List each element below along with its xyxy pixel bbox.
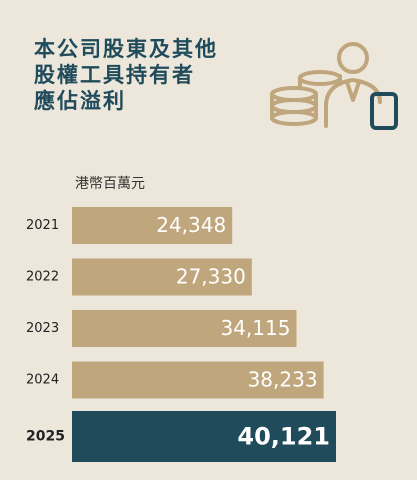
person-head <box>337 42 369 74</box>
coin <box>298 70 342 86</box>
chart-title: 股權工具持有者 <box>34 63 195 87</box>
category-label: 2021 <box>26 218 59 233</box>
value-label: 34,115 <box>220 316 290 340</box>
bar <box>72 361 324 399</box>
category-label: 2024 <box>26 373 59 388</box>
person-tie <box>345 80 361 102</box>
value-label: 27,330 <box>176 265 246 289</box>
bar <box>72 207 233 244</box>
coin <box>270 86 318 102</box>
chart-title: 應佔溢利 <box>34 89 126 113</box>
icon <box>270 42 382 128</box>
category-label: 2022 <box>26 270 59 285</box>
bar <box>72 411 336 462</box>
bar <box>72 258 252 296</box>
bar <box>72 310 297 347</box>
value-label: 38,233 <box>248 368 318 392</box>
unit-label: 港幣百萬元 <box>75 176 145 192</box>
category-label: 2023 <box>26 321 59 336</box>
category-label: 2025 <box>26 429 65 445</box>
tablet-icon <box>370 92 398 130</box>
value-label: 40,121 <box>237 423 330 451</box>
chart-title: 本公司股東及其他 <box>34 37 218 61</box>
value-label: 24,348 <box>156 213 226 237</box>
